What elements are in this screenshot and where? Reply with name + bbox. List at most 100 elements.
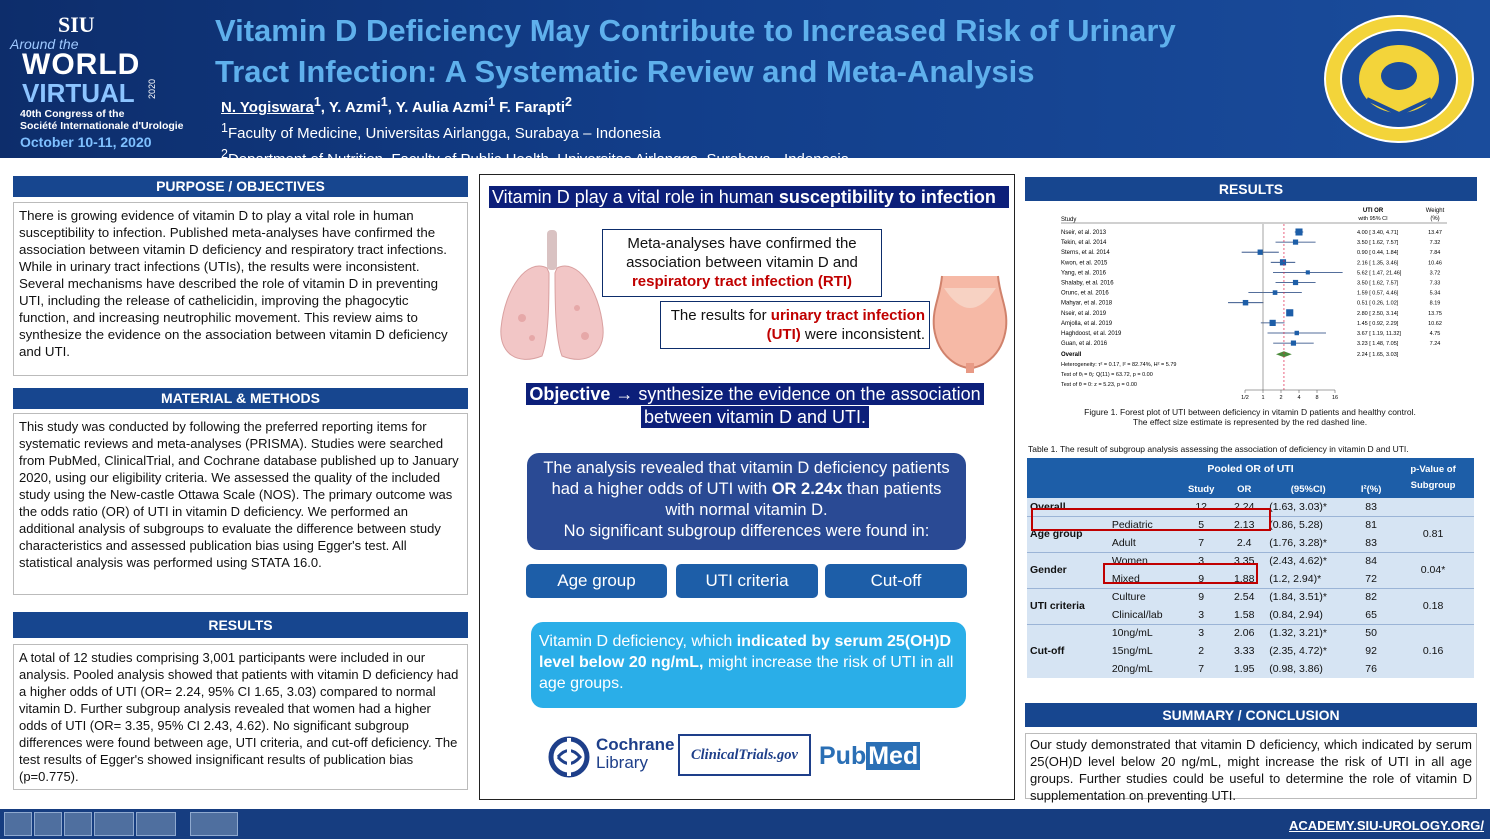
overall-i2: 83 bbox=[1350, 498, 1393, 516]
academy-link[interactable]: ACADEMY.SIU-UROLOGY.ORG/ bbox=[1288, 818, 1484, 833]
subgroup-pvalue: 0.16 bbox=[1392, 623, 1474, 678]
banner-plain: Vitamin D play a vital role in human bbox=[492, 187, 779, 207]
table-row: Adult 7 2.4 (1.76, 3.28)* 83 bbox=[1027, 534, 1474, 552]
subgroup-ci: (1.2, 2.94)* bbox=[1266, 570, 1351, 588]
table-caption: Table 1. The result of subgroup analysis… bbox=[1028, 444, 1409, 454]
footer-thumb-4 bbox=[94, 812, 134, 836]
subgroup-pvalue: 0.81 bbox=[1392, 515, 1474, 552]
forest-col-or2: with 95% CI bbox=[1357, 216, 1388, 222]
forest-point bbox=[1286, 309, 1294, 317]
subgroup-ci: (2.43, 4.62)* bbox=[1266, 551, 1351, 570]
title-line2: Tract Infection: A Systematic Review and… bbox=[215, 54, 1035, 89]
forest-heterogeneity: Heterogeneity: τ² = 0.17, I² = 82.74%, H… bbox=[1061, 362, 1176, 368]
congress-line1: 40th Congress of the bbox=[20, 108, 125, 120]
forest-study-name: Sterns, et al. 2014 bbox=[1061, 250, 1110, 256]
subgroup-ci: (1.32, 3.21)* bbox=[1266, 623, 1351, 642]
subgroup-ci: (0.84, 2.94) bbox=[1266, 606, 1351, 624]
subgroup-i2: 83 bbox=[1350, 534, 1393, 552]
forest-study-name: Yang, et al. 2016 bbox=[1061, 270, 1107, 276]
overall-p bbox=[1392, 498, 1474, 516]
author-4: F. Farapti bbox=[495, 99, 566, 116]
center-infographic bbox=[479, 174, 1015, 800]
subgroup-or: 2.54 bbox=[1222, 587, 1267, 606]
forest-or-label: 0.51 [ 0.26, 1.02] bbox=[1357, 301, 1399, 307]
def-text-1: Vitamin D deficiency, which bbox=[539, 633, 737, 650]
purpose-heading: PURPOSE / OBJECTIVES bbox=[13, 176, 468, 197]
bladder-icon bbox=[932, 275, 1008, 373]
th-pvalue: p-Value of Subgroup bbox=[1392, 458, 1474, 498]
forest-weight: 5.34 bbox=[1430, 291, 1441, 297]
forest-weight: 7.32 bbox=[1430, 240, 1441, 246]
subgroup-i2: 82 bbox=[1350, 587, 1393, 606]
forest-or-label: 5.62 [ 1.47, 21.46] bbox=[1357, 270, 1402, 276]
forest-study-name: Mahyar, et al. 2018 bbox=[1061, 301, 1113, 307]
congress-line2: Société Internationale d'Urologie bbox=[20, 120, 184, 132]
forest-point bbox=[1257, 249, 1263, 255]
forest-study-name: Amjolla, et al. 2019 bbox=[1061, 321, 1113, 327]
footer-bar bbox=[0, 809, 1490, 839]
subgroup-category: Women bbox=[1108, 551, 1181, 570]
table-row: Age group Pediatric 5 2.13 (0.86, 5.28) 81 0.8… bbox=[1027, 515, 1474, 552]
uti-callout: The results for urinary tract infection … bbox=[660, 301, 930, 349]
th-blank bbox=[1027, 458, 1109, 480]
subgroup-name: Gender bbox=[1027, 551, 1109, 588]
forest-study-name: Guan, et al. 2016 bbox=[1061, 341, 1108, 347]
fig-caption-2: The effect size estimate is represented … bbox=[1132, 417, 1368, 427]
forest-study-name: Shalaby, et al. 2016 bbox=[1061, 281, 1114, 287]
subgroup-pvalue: 0.04* bbox=[1392, 551, 1474, 588]
clinicaltrials-logo: ClinicalTrials.gov bbox=[678, 734, 811, 776]
subgroup-or: 2.4 bbox=[1222, 534, 1267, 552]
forest-or-label: 2.80 [ 2.50, 3.14] bbox=[1357, 311, 1399, 317]
forest-col-weight2: (%) bbox=[1430, 216, 1439, 222]
authors-block: N. Yogiswara1, Y. Azmi1, Y. Aulia Azmi1 … bbox=[221, 92, 849, 170]
objective-line1: Objective → synthesize the evidence on t… bbox=[526, 383, 984, 405]
forest-point bbox=[1305, 270, 1310, 275]
subgroup-study: 3 bbox=[1180, 606, 1223, 624]
th-blank-3 bbox=[1108, 480, 1181, 498]
cochrane-logo: Cochrane Library bbox=[596, 736, 674, 772]
subgroup-table: Pooled OR of UTI p-Value of Subgroup Stu… bbox=[1027, 458, 1474, 678]
footer-thumb-5 bbox=[136, 812, 176, 836]
results-left-heading: RESULTS bbox=[13, 612, 468, 638]
subgroup-ci: (0.86, 5.28) bbox=[1266, 515, 1351, 534]
forest-study-name: Nseir, et al. 2013 bbox=[1061, 230, 1107, 236]
forest-plot: Study UTI OR with 95% CI Weight (%) Nsei… bbox=[1061, 208, 1447, 401]
subgroup-study: 9 bbox=[1180, 587, 1223, 606]
forest-point bbox=[1292, 239, 1299, 245]
women-highlight bbox=[1103, 563, 1258, 584]
cochrane-icon bbox=[548, 736, 590, 778]
subgroup-name: Age group bbox=[1027, 515, 1109, 552]
methods-heading: MATERIAL & METHODS bbox=[13, 388, 468, 409]
congress-text: 40th Congress of the Société Internation… bbox=[20, 108, 184, 132]
forest-overall-name: Overall bbox=[1061, 352, 1082, 358]
subgroup-category: 10ng/mL bbox=[1108, 623, 1181, 642]
uti-plain-2: were inconsistent. bbox=[800, 326, 925, 343]
forest-study-name: Tekin, et al. 2014 bbox=[1061, 240, 1107, 246]
subgroup-i2: 84 bbox=[1350, 551, 1393, 570]
forest-study-name: Nseir, et al. 2019 bbox=[1061, 311, 1107, 317]
subgroup-study: 3 bbox=[1180, 623, 1223, 642]
subgroup-or: 2.06 bbox=[1222, 623, 1267, 642]
forest-weight: 7.33 bbox=[1430, 281, 1441, 287]
subgroup-i2: 72 bbox=[1350, 570, 1393, 588]
subgroup-ci: (1.76, 3.28)* bbox=[1266, 534, 1351, 552]
th-ci: (95%CI) bbox=[1266, 480, 1351, 498]
subgroup-category: Culture bbox=[1108, 587, 1181, 606]
forest-overall-label: 2.24 [ 1.65, 3.03] bbox=[1357, 352, 1399, 358]
forest-point bbox=[1279, 259, 1287, 266]
objective-rest: → synthesize the evidence on the associa… bbox=[610, 384, 981, 404]
analysis-text-1: The analysis revealed that vitamin D def… bbox=[543, 459, 950, 498]
analysis-bold: OR 2.24x bbox=[771, 480, 843, 498]
subgroup-category: 15ng/mL bbox=[1108, 642, 1181, 660]
logo-siu-text: SIU bbox=[58, 12, 95, 37]
analysis-summary-box: The analysis revealed that vitamin D def… bbox=[527, 453, 966, 550]
banner-bold: susceptibility to infection bbox=[778, 187, 996, 207]
fig-caption-1: Figure 1. Forest plot of UTI between def… bbox=[1084, 407, 1416, 417]
objective-line2: between vitamin D and UTI. bbox=[640, 406, 870, 428]
forest-point bbox=[1294, 330, 1299, 336]
logo-around-text: Around the bbox=[10, 36, 79, 52]
table-row: UTI criteria Culture 9 2.54 (1.84, 3.51)* 82 0… bbox=[1027, 587, 1474, 624]
forest-or-label: 3.23 [ 1.48, 7.05] bbox=[1357, 341, 1399, 347]
university-seal-icon bbox=[1324, 15, 1474, 143]
author-list: N. Yogiswara1, Y. Azmi1, Y. Aulia Azmi1 … bbox=[221, 92, 849, 118]
